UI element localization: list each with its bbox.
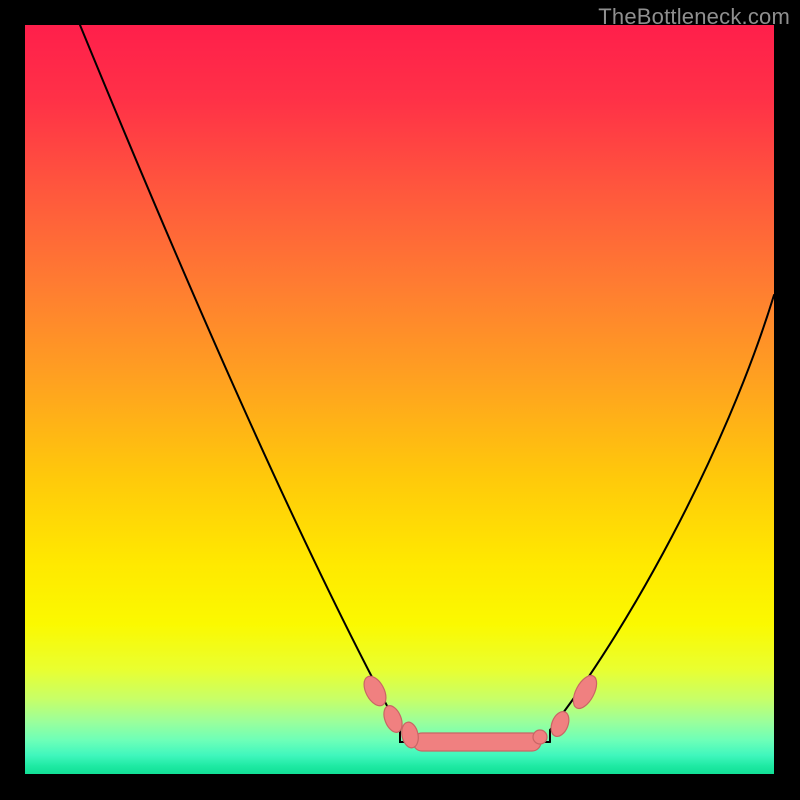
watermark-text: TheBottleneck.com <box>598 4 790 30</box>
plot-area <box>25 25 774 774</box>
plot-svg <box>25 25 774 774</box>
gradient-background <box>25 25 774 774</box>
chart-frame: TheBottleneck.com <box>0 0 800 800</box>
